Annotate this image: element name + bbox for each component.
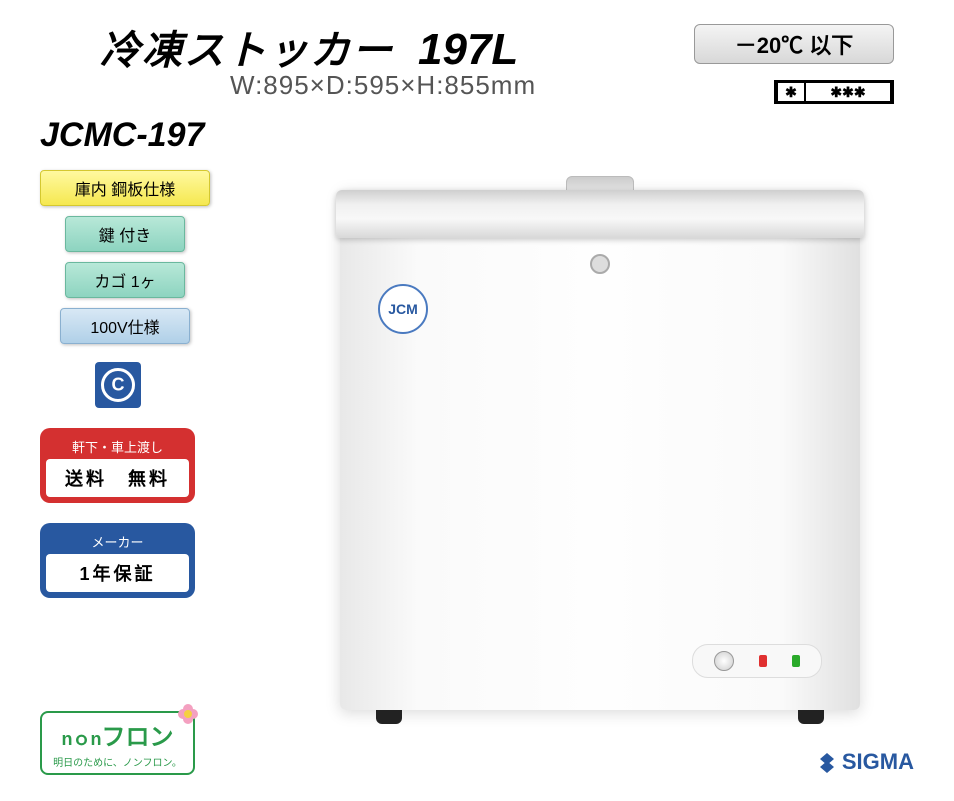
warranty-badge: メーカー 1年保証 bbox=[40, 523, 195, 598]
nonfron-furon: フロン bbox=[102, 724, 174, 751]
specs-sidebar: 庫内 鋼板仕様 鍵 付き カゴ 1ヶ 100V仕様 軒下・車上渡し 送料 無料 … bbox=[40, 170, 220, 598]
warranty-main: 1年保証 bbox=[46, 554, 189, 592]
nonfron-logo: nｏnフロン 明日のために、ノンフロン。 bbox=[40, 711, 195, 775]
model-number: JCMC-197 bbox=[40, 116, 204, 155]
nonfron-text: nｏnフロン bbox=[62, 717, 174, 752]
star-single: ✱ bbox=[778, 83, 804, 101]
star-rating-icon: ✱ ✱✱✱ bbox=[774, 80, 894, 104]
spec-basket-badge: カゴ 1ヶ bbox=[65, 262, 185, 298]
shipping-main: 送料 無料 bbox=[46, 459, 189, 497]
spec-voltage-badge: 100V仕様 bbox=[60, 308, 190, 344]
freezer-lid bbox=[336, 190, 864, 238]
warranty-sub: メーカー bbox=[46, 529, 189, 554]
shipping-sub: 軒下・車上渡し bbox=[46, 434, 189, 459]
temperature-badge: －20℃ 以下 bbox=[694, 24, 894, 64]
nonfron-non: nｏn bbox=[62, 729, 102, 749]
sigma-icon bbox=[816, 751, 838, 773]
product-title: 冷凍ストッカー bbox=[100, 18, 394, 76]
foot-right bbox=[798, 710, 824, 724]
flower-icon bbox=[173, 699, 203, 729]
led-green-icon bbox=[792, 655, 800, 667]
control-panel bbox=[692, 644, 822, 678]
spec-interior-badge: 庫内 鋼板仕様 bbox=[40, 170, 210, 206]
capacity-text: 197L bbox=[418, 25, 518, 75]
freezer-body: JCM bbox=[340, 190, 860, 710]
star-triple: ✱✱✱ bbox=[806, 83, 890, 101]
temperature-text: －20℃ 以下 bbox=[735, 28, 854, 60]
psc-mark-icon bbox=[95, 362, 141, 408]
dimensions-text: W:895×D:595×H:855mm bbox=[230, 70, 536, 101]
spec-key-badge: 鍵 付き bbox=[65, 216, 185, 252]
freezer-lock-icon bbox=[590, 254, 610, 274]
sigma-logo: SIGMA bbox=[816, 749, 914, 775]
dial-icon bbox=[714, 651, 734, 671]
led-red-icon bbox=[759, 655, 767, 667]
freezer-image: JCM bbox=[280, 140, 900, 760]
nonfron-sub: 明日のために、ノンフロン。 bbox=[53, 754, 182, 769]
foot-left bbox=[376, 710, 402, 724]
freezer-brand-logo: JCM bbox=[378, 284, 428, 334]
sigma-text: SIGMA bbox=[842, 749, 914, 775]
shipping-badge: 軒下・車上渡し 送料 無料 bbox=[40, 428, 195, 503]
